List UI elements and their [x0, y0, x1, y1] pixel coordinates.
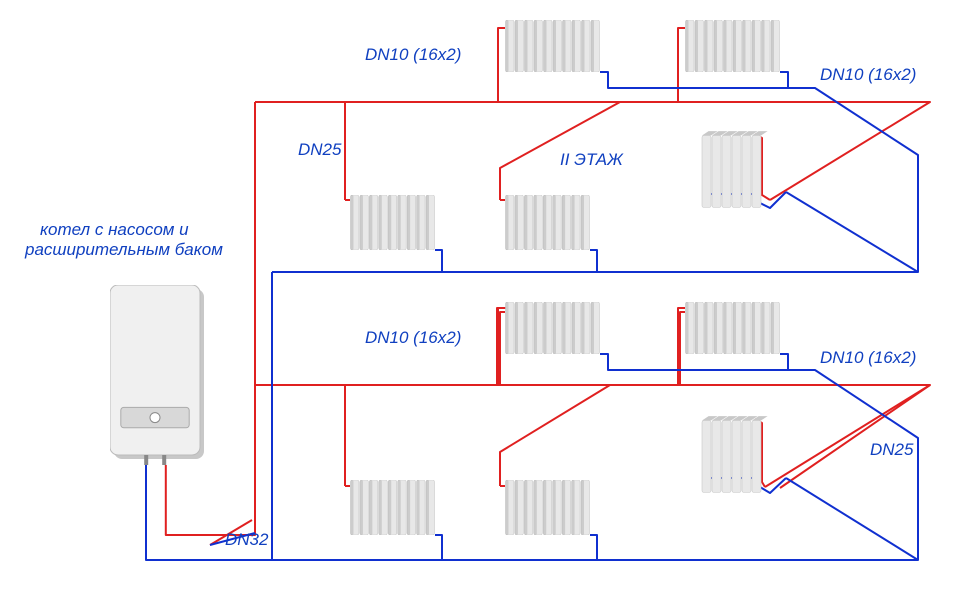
radiator	[505, 302, 600, 359]
radiator	[685, 20, 780, 77]
label-dn25-left: DN25	[298, 140, 341, 160]
radiator	[700, 415, 782, 505]
radiator	[700, 130, 782, 220]
label-dn25-right: DN25	[870, 440, 913, 460]
label-dn32: DN32	[225, 530, 268, 550]
boiler-label-2: расширительным баком	[25, 240, 223, 260]
radiator	[685, 302, 780, 359]
label-dn10-tr: DN10 (16x2)	[820, 65, 916, 85]
label-dn10-mr: DN10 (16x2)	[820, 348, 916, 368]
radiator	[350, 480, 435, 540]
radiator	[505, 195, 590, 255]
radiator	[505, 480, 590, 540]
radiator	[350, 195, 435, 255]
label-floor2: II ЭТАЖ	[560, 150, 623, 170]
label-dn10-tl: DN10 (16x2)	[365, 45, 461, 65]
label-dn10-ml: DN10 (16x2)	[365, 328, 461, 348]
radiator	[505, 20, 600, 77]
boiler-label-1: котел с насосом и	[40, 220, 189, 240]
